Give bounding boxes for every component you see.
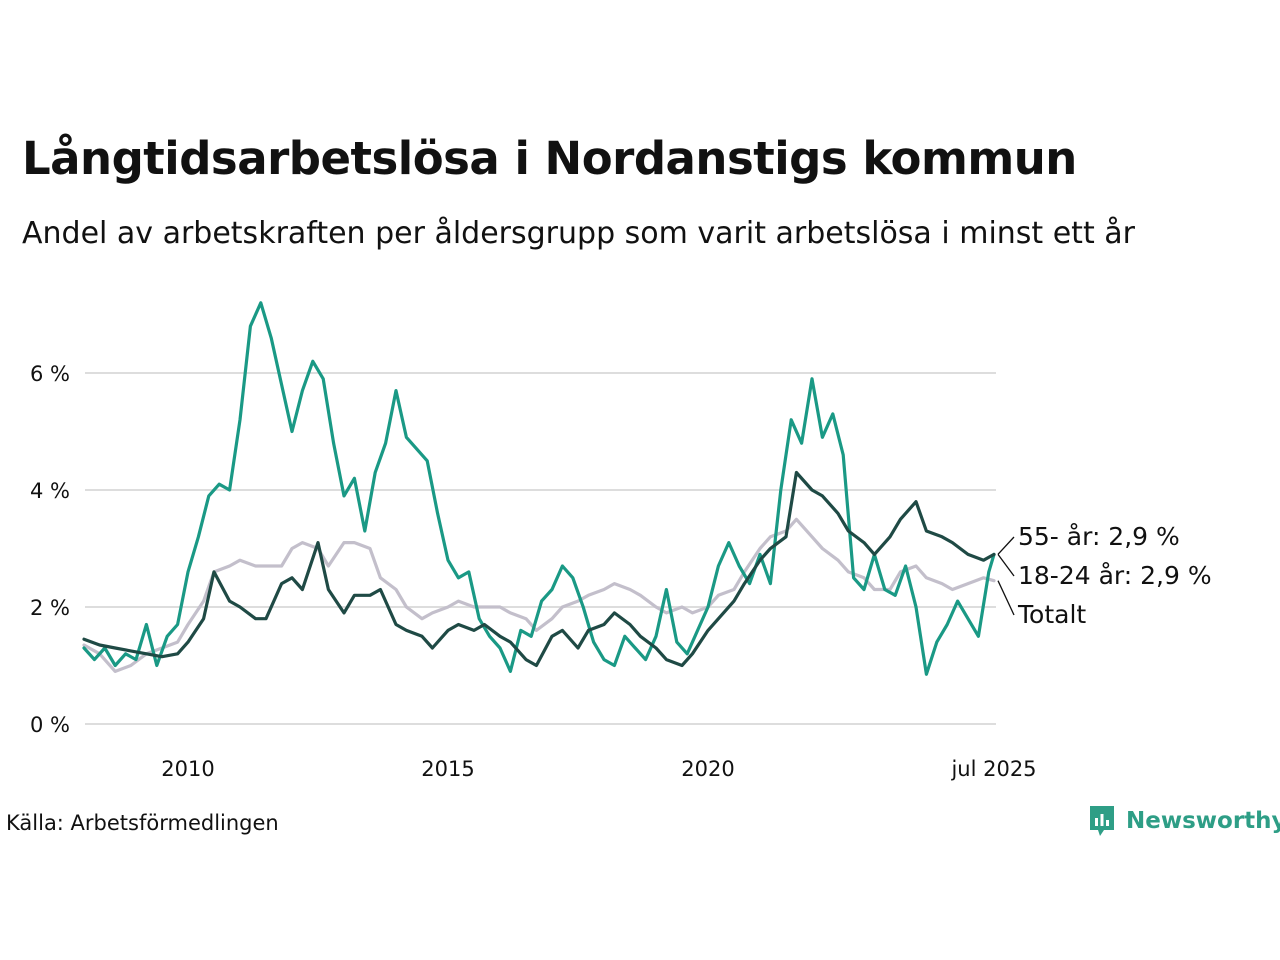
chart-subtitle: Andel av arbetskraften per åldersgrupp s… (22, 216, 1135, 251)
end-label-leader (997, 536, 1015, 555)
grid-lines (85, 372, 996, 725)
series-line-totalt (82, 517, 996, 673)
chart-title: Långtidsarbetslösa i Nordanstigs kommun (22, 132, 1077, 185)
x-tick-label: 2010 (161, 757, 214, 781)
x-tick-label: jul 2025 (950, 757, 1036, 781)
series-line-55-r (82, 470, 996, 668)
end-label: 18-24 år: 2,9 % (1018, 561, 1212, 590)
newsworthy-logo: Newsworthy (1088, 804, 1280, 838)
y-tick-label: 0 % (30, 713, 70, 737)
end-label: Totalt (1017, 600, 1086, 629)
x-tick-label: 2020 (681, 757, 734, 781)
series-lines (82, 301, 996, 676)
series-line-18-24-r (82, 301, 996, 676)
line-chart: 0 % 2 % 4 % 6 % 2010 2015 2020 jul 2025 Totalt… (30, 301, 1212, 781)
y-tick-label: 2 % (30, 596, 70, 620)
source-note: Källa: Arbetsförmedlingen (6, 811, 279, 835)
y-tick-label: 4 % (30, 479, 70, 503)
y-axis-ticks: 0 % 2 % 4 % 6 % (30, 362, 70, 737)
newsworthy-logo-text: Newsworthy (1126, 808, 1280, 834)
end-label-leader (997, 553, 1015, 577)
x-tick-label: 2015 (421, 757, 474, 781)
end-labels: Totalt 18-24 år: 2,9 % 55- år: 2,9 % (997, 522, 1212, 629)
x-axis-ticks: 2010 2015 2020 jul 2025 (161, 757, 1036, 781)
end-label-leader (997, 580, 1015, 616)
end-label: 55- år: 2,9 % (1018, 522, 1180, 551)
y-tick-label: 6 % (30, 362, 70, 386)
newsworthy-logo-icon (1090, 806, 1114, 836)
